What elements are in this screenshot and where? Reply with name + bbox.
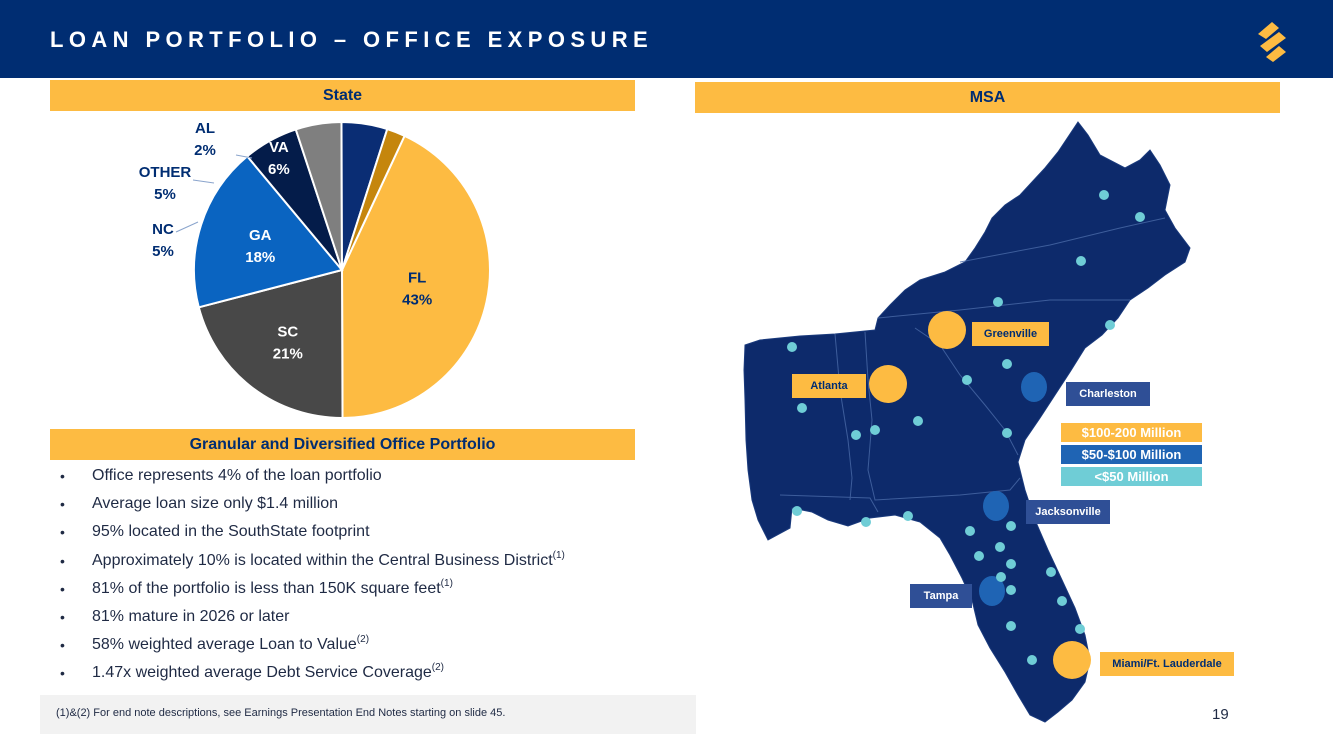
leader-line-other [192,179,215,184]
bullet-item: • 1.47x weighted average Debt Service Cov… [60,662,444,682]
pie-label-al: AL [195,120,215,137]
pie-value-other: 5% [154,186,176,203]
msa-section-header: MSA [695,82,1280,113]
pie-slice-al [341,127,406,271]
msa-label-atlanta: Atlanta [792,374,866,398]
pie-value-al: 2% [194,142,216,159]
leader-line-nc [175,221,199,233]
small-market-dot [1046,567,1056,577]
small-market-dot [913,416,923,426]
page-number: 19 [1212,706,1229,723]
msa-label-jacksonville: Jacksonville [1026,500,1110,524]
legend-under-50m: <$50 Million [1061,467,1202,486]
legend-100-200m: $100-200 Million [1061,423,1202,442]
small-market-dot [993,297,1003,307]
pie-label-ga: GA [249,227,272,244]
pie-label-va: VA [269,139,289,156]
bullet-item: • 95% located in the SouthState footprint [60,523,370,541]
small-market-dot [792,506,802,516]
pie-label-fl: FL [408,270,426,287]
small-market-dot [861,517,871,527]
msa-label-tampa: Tampa [910,584,972,608]
granular-section-header: Granular and Diversified Office Portfoli… [50,429,635,460]
footnote: (1)&(2) For end note descriptions, see E… [40,695,696,734]
bullet-item: • Office represents 4% of the loan portfo… [60,467,382,484]
pie-slice-ga [193,154,344,309]
page-title: LOAN PORTFOLIO – OFFICE EXPOSURE [50,27,654,52]
leader-line-al [235,154,253,159]
pie-label-nc: NC [152,221,174,238]
pie-value-fl: 43% [402,292,432,309]
small-market-dot [903,511,913,521]
pie-slice-sc [197,268,344,419]
bullet-item: • Average loan size only $1.4 million [60,495,339,513]
market-marker-miami-ft-lauderdale [1053,641,1091,679]
small-market-dot [870,425,880,435]
southeast-region-map [743,121,1191,723]
market-marker-tampa [979,576,1005,606]
state-pie-chart: FL 43% SC 21% GA 18% VA 6% NC 5% OTHER 5% AL 2% [139,120,491,420]
small-market-dot [996,572,1006,582]
state-section-header: State [50,80,635,111]
state-border [779,494,879,513]
small-market-dot [1027,655,1037,665]
small-market-dot [1006,521,1016,531]
pie-value-sc: 21% [273,345,303,362]
small-market-dot [1099,190,1109,200]
small-market-dot [1006,559,1016,569]
pie-slice-fl [340,134,491,420]
bullet-item: • 81% of the portfolio is less than 150K … [60,577,453,597]
bullet-item: • 81% mature in 2026 or later [60,607,290,625]
state-border [864,331,1021,501]
small-market-dot [1002,428,1012,438]
bullet-item: • 58% weighted average Loan to Value(2) [60,634,370,654]
pie-value-nc: 5% [152,243,174,260]
footnote-text: (1)&(2) For end note descriptions, see E… [56,707,506,719]
state-border [834,333,853,501]
small-market-dot [974,551,984,561]
state-border [959,217,1166,263]
small-market-dot [1006,621,1016,631]
pie-value-va: 6% [268,161,290,178]
small-market-dot [1002,359,1012,369]
small-market-dot [995,542,1005,552]
southstate-logo-icon [1258,22,1286,62]
small-market-dot [787,342,797,352]
market-marker-charleston [1021,372,1047,402]
bullet-item: • Approximately 10% is located within the… [60,549,565,569]
small-market-dot [1006,585,1016,595]
small-market-dot [851,430,861,440]
msa-label-miami: Miami/Ft. Lauderdale [1100,652,1234,676]
state-border [877,299,1130,319]
small-market-dot [1135,212,1145,222]
msa-label-greenville: Greenville [972,322,1049,346]
small-market-dot [1076,256,1086,266]
small-market-dot [1075,624,1085,634]
legend-50-100m: $50-$100 Million [1061,445,1202,464]
market-marker-atlanta [869,365,907,403]
header-bar: LOAN PORTFOLIO – OFFICE EXPOSURE [0,0,1333,78]
bullet-list: • Office represents 4% of the loan portfo… [60,464,680,690]
small-market-dot [965,526,975,536]
pie-label-other: OTHER [139,164,192,181]
small-market-dot [962,375,972,385]
small-market-dot [1057,596,1067,606]
small-market-dot [1105,320,1115,330]
market-marker-jacksonville [983,491,1009,521]
pie-label-sc: SC [277,323,298,340]
market-marker-greenville [928,311,966,349]
msa-label-charleston: Charleston [1066,382,1150,406]
pie-value-ga: 18% [245,249,275,266]
small-market-dot [797,403,807,413]
